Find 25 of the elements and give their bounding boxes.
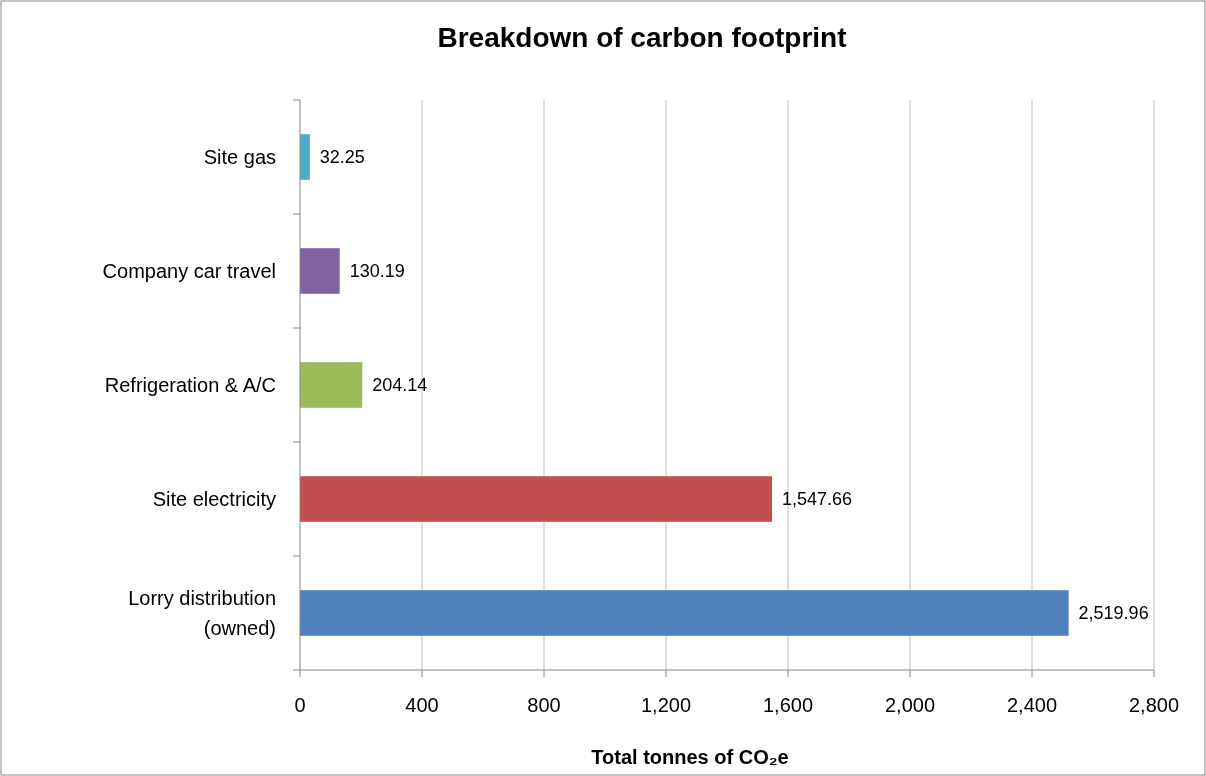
data-label: 32.25 [319, 147, 365, 167]
x-tick-label: 0 [294, 694, 306, 716]
x-tick-label: 2,800 [1128, 694, 1180, 716]
chart-title: Breakdown of carbon footprint [437, 21, 847, 53]
data-label: 130.19 [349, 261, 405, 281]
x-tick-label: 800 [527, 694, 561, 716]
x-tick-label: 2,400 [1006, 694, 1058, 716]
bar [300, 134, 310, 180]
bar [300, 248, 340, 294]
y-tick-label: Site gas [203, 146, 276, 168]
x-tick-label: 1,200 [640, 694, 692, 716]
x-tick-label: 400 [405, 694, 439, 716]
x-tick-label: 1,600 [762, 694, 814, 716]
y-tick-label: Refrigeration & A/C [104, 374, 276, 396]
data-label: 204.14 [372, 375, 428, 395]
x-axis-title: Total tonnes of CO₂e [591, 746, 789, 768]
y-tick-label: Lorry distribution (owned) [128, 587, 276, 639]
y-tick-label: Site electricity [152, 488, 276, 510]
bar [300, 476, 773, 522]
y-tick-label: Company car travel [102, 260, 276, 282]
data-label: 1,547.66 [782, 489, 853, 509]
x-tick-label: 2,000 [884, 694, 936, 716]
bar [300, 362, 363, 408]
data-label: 2,519.96 [1078, 603, 1149, 623]
bar [300, 590, 1069, 636]
